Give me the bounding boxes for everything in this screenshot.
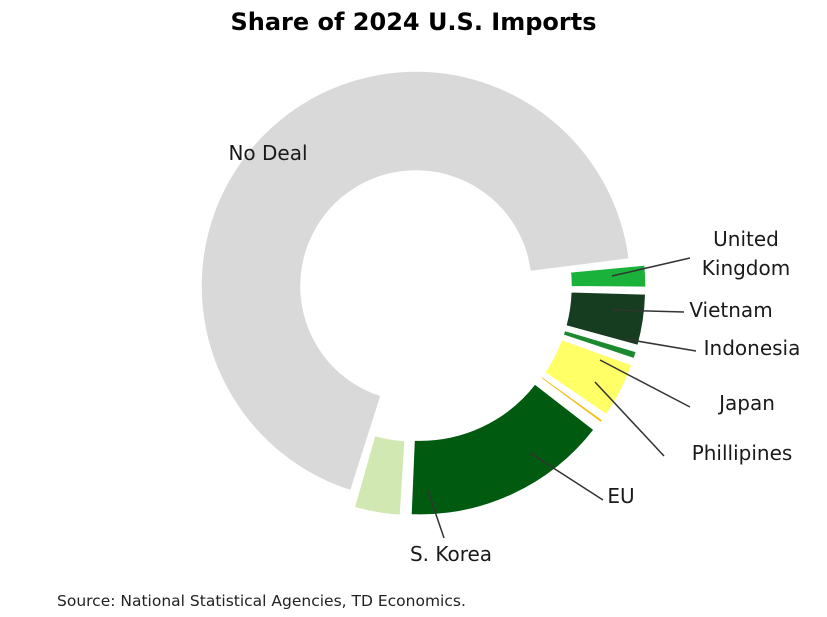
slice-japan [543, 338, 633, 416]
leader-line-eu [529, 452, 604, 501]
slice-indonesia [562, 329, 638, 360]
slice-no-deal [200, 70, 631, 492]
slice-phillipines [539, 375, 604, 424]
chart-title: Share of 2024 U.S. Imports [230, 8, 597, 36]
label-s-korea: S. Korea [410, 542, 492, 566]
slice-vietnam [564, 290, 647, 347]
label-vietnam: Vietnam [689, 298, 772, 322]
label-phillipines: Phillipines [692, 441, 793, 465]
slice-united-kingdom [569, 264, 647, 289]
label-united-kingdom: United Kingdom [702, 227, 790, 280]
leader-line-japan [599, 359, 691, 408]
leader-line-phillipines [594, 381, 665, 457]
leader-line-s-korea [427, 490, 445, 539]
label-no-deal: No Deal [228, 141, 307, 165]
label-indonesia: Indonesia [704, 336, 801, 360]
leader-line-vietnam [611, 309, 685, 313]
label-japan: Japan [717, 391, 775, 415]
slice-eu [410, 382, 596, 516]
leader-line-indonesia [624, 338, 697, 352]
label-eu: EU [607, 484, 634, 508]
slice-s-korea [353, 434, 406, 517]
source-note: Source: National Statistical Agencies, T… [57, 592, 466, 610]
leader-line-united-kingdom [611, 257, 691, 277]
donut-chart: No Deal United Kingdom Vietnam Indonesia Japa… [200, 70, 801, 566]
